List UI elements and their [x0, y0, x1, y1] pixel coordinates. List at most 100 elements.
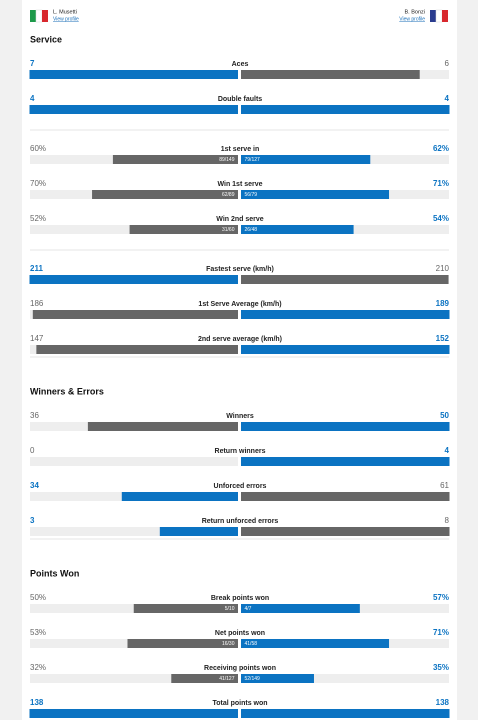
stat-detail: 31/60	[222, 227, 235, 233]
stat-bar	[241, 105, 450, 114]
stat-label: 1st Serve Average (km/h)	[198, 301, 281, 308]
stat-label: Winners	[226, 413, 254, 420]
stat-value: 70%	[30, 179, 46, 188]
stat-label: Unforced errors	[214, 483, 267, 490]
stat-label: Fastest serve (km/h)	[206, 266, 274, 273]
stat-bar	[241, 275, 449, 284]
player-name: B. Bonzi	[405, 9, 425, 15]
stat-bar	[112, 155, 238, 164]
stat-bar	[159, 527, 238, 536]
stat-label: Receiving points won	[204, 665, 276, 672]
stat-value: 61	[440, 481, 449, 490]
stat-value: 60%	[30, 144, 46, 153]
stat-value: 62%	[433, 144, 449, 153]
section-title: Service	[30, 34, 62, 44]
stat-detail: 89/149	[219, 157, 235, 163]
stat-value: 50	[440, 411, 449, 420]
stat-detail: 16/30	[222, 641, 235, 647]
stat-value: 71%	[433, 628, 449, 637]
stat-detail: 56/79	[245, 192, 258, 198]
bar-track	[30, 674, 238, 683]
stat-label: Aces	[232, 61, 249, 68]
stat-value: 53%	[30, 628, 46, 637]
stat-bar	[29, 709, 238, 718]
stat-detail: 79/127	[245, 157, 261, 163]
stat-label: Double faults	[218, 96, 262, 103]
stat-value: 32%	[30, 663, 46, 672]
bar-track	[30, 457, 238, 466]
stat-bar	[29, 275, 238, 284]
stat-value: 4	[30, 94, 35, 103]
stat-bar	[241, 155, 371, 164]
stat-bar	[32, 310, 238, 319]
stat-bar	[133, 604, 238, 613]
stat-bar	[92, 190, 238, 199]
bar-track	[30, 527, 238, 536]
stat-bar	[241, 604, 360, 613]
stat-bar	[241, 492, 450, 501]
stat-label: Return unforced errors	[202, 518, 279, 525]
stat-bar	[36, 345, 238, 354]
stat-value: 35%	[433, 663, 449, 672]
stat-value: 57%	[433, 593, 449, 602]
stat-bar	[241, 709, 450, 718]
bar-track	[241, 674, 449, 683]
stat-value: 147	[30, 334, 44, 343]
stat-label: Break points won	[211, 595, 269, 602]
stat-bar	[241, 639, 390, 648]
stat-value: 52%	[30, 214, 46, 223]
stat-label: Return winners	[215, 448, 266, 455]
stat-value: 36	[30, 411, 39, 420]
stat-value: 3	[30, 516, 35, 525]
stat-bar	[127, 639, 238, 648]
stat-detail: 52/149	[245, 676, 261, 682]
stat-value: 34	[30, 481, 39, 490]
stat-value: 138	[30, 698, 44, 707]
stat-bar	[241, 70, 420, 79]
stat-value: 4	[445, 446, 450, 455]
flag-france	[430, 9, 448, 23]
stat-bar	[241, 345, 450, 354]
stat-value: 189	[436, 299, 450, 308]
stat-value: 71%	[433, 179, 449, 188]
stat-bar	[241, 457, 450, 466]
stat-label: 2nd serve average (km/h)	[198, 336, 282, 343]
stat-bar	[87, 422, 238, 431]
stat-bar	[241, 674, 314, 683]
stat-bar	[241, 422, 450, 431]
stat-value: 54%	[433, 214, 449, 223]
stat-label: Net points won	[215, 630, 265, 637]
stat-value: 6	[445, 59, 450, 68]
stat-detail: 5/10	[225, 606, 235, 612]
stat-label: Win 2nd serve	[216, 216, 264, 223]
stat-bar	[29, 70, 238, 79]
stat-label: Total points won	[212, 700, 267, 707]
profile-link[interactable]: View profile	[399, 16, 425, 22]
stat-detail: 62/89	[222, 192, 235, 198]
stat-bar	[129, 225, 238, 234]
stat-label: Win 1st serve	[217, 181, 262, 188]
stat-detail: 4/7	[245, 606, 252, 612]
stat-bar	[29, 105, 238, 114]
stat-label: 1st serve in	[221, 146, 260, 153]
stat-value: 138	[436, 698, 450, 707]
stat-value: 8	[445, 516, 450, 525]
stat-value: 7	[30, 59, 35, 68]
stat-value: 211	[30, 264, 43, 273]
flag-italy	[30, 9, 48, 23]
stat-detail: 41/127	[219, 676, 235, 682]
stat-bar	[241, 225, 354, 234]
player-name: L. Musetti	[53, 9, 77, 15]
stat-bar	[171, 674, 238, 683]
stat-detail: 26/48	[245, 227, 258, 233]
stat-value: 0	[30, 446, 35, 455]
profile-link[interactable]: View profile	[53, 16, 79, 22]
section-title: Winners & Errors	[30, 386, 104, 396]
stat-value: 152	[436, 334, 450, 343]
stat-value: 50%	[30, 593, 46, 602]
stat-bar	[241, 310, 450, 319]
stat-bar	[241, 190, 390, 199]
section-title: Points Won	[30, 568, 79, 578]
